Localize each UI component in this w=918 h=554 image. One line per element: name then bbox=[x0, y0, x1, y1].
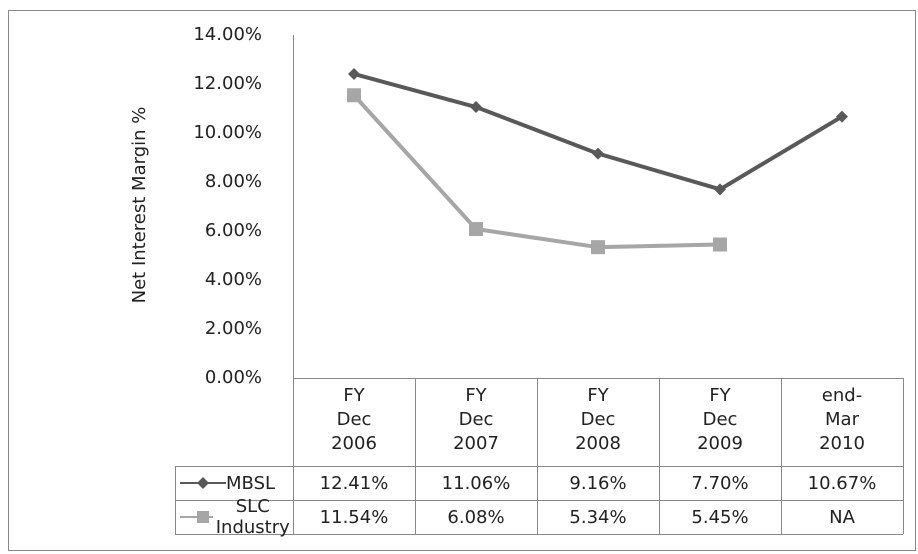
table-value: 6.08% bbox=[447, 506, 505, 528]
y-tick-label: 8.00% bbox=[205, 171, 262, 192]
chart-frame bbox=[8, 10, 916, 551]
legend-marker bbox=[197, 477, 209, 489]
table-value: 12.41% bbox=[319, 472, 389, 494]
y-tick-label: 2.00% bbox=[205, 318, 262, 339]
legend-item: SLC Industry bbox=[176, 496, 293, 538]
category-cell: FY Dec 2009 bbox=[659, 378, 781, 466]
table-value: 5.34% bbox=[569, 506, 627, 528]
category-cell: end-Mar 2010 bbox=[781, 378, 903, 466]
y-tick-label: 12.00% bbox=[193, 73, 262, 94]
y-tick-label: 14.00% bbox=[193, 24, 262, 45]
x-tick-label: FY Dec 2007 bbox=[453, 385, 499, 454]
table-value: 9.16% bbox=[569, 472, 627, 494]
marker bbox=[347, 88, 361, 103]
x-tick-label: FY Dec 2008 bbox=[575, 385, 621, 454]
marker bbox=[470, 101, 482, 114]
table-value: 5.45% bbox=[691, 506, 749, 528]
marker bbox=[591, 240, 605, 255]
legend-label: MBSL bbox=[226, 472, 276, 494]
marker bbox=[713, 237, 727, 252]
table-value: 10.67% bbox=[807, 472, 877, 494]
table-borders bbox=[175, 35, 904, 535]
legend-item: MBSL bbox=[176, 466, 293, 500]
y-axis-title: Net Interest Margin % bbox=[129, 107, 150, 304]
table-value: 11.06% bbox=[441, 472, 511, 494]
table-value: 11.54% bbox=[319, 506, 389, 528]
marker bbox=[714, 183, 726, 196]
legend-marker bbox=[197, 511, 209, 523]
x-tick-label: FY Dec 2006 bbox=[331, 385, 377, 454]
category-cell: FY Dec 2007 bbox=[415, 378, 537, 466]
marker bbox=[348, 67, 360, 80]
y-tick-label: 4.00% bbox=[205, 269, 262, 290]
table-value: NA bbox=[829, 506, 855, 528]
marker bbox=[836, 110, 848, 123]
x-tick-label: end-Mar 2010 bbox=[819, 385, 865, 454]
marker bbox=[592, 147, 604, 160]
marker bbox=[469, 222, 483, 237]
category-cell: FY Dec 2006 bbox=[293, 378, 415, 466]
series-line bbox=[352, 93, 721, 250]
y-tick-label: 6.00% bbox=[205, 220, 262, 241]
legend-swatch bbox=[180, 511, 213, 523]
legend-label: SLC Industry bbox=[215, 496, 290, 538]
x-tick-label: FY Dec 2009 bbox=[697, 385, 743, 454]
table-value: 7.70% bbox=[691, 472, 749, 494]
series-line bbox=[353, 72, 844, 192]
category-cell: FY Dec 2008 bbox=[537, 378, 659, 466]
y-tick-label: 10.00% bbox=[193, 122, 262, 143]
legend-swatch bbox=[180, 477, 226, 489]
y-tick-label: 0.00% bbox=[205, 367, 262, 388]
